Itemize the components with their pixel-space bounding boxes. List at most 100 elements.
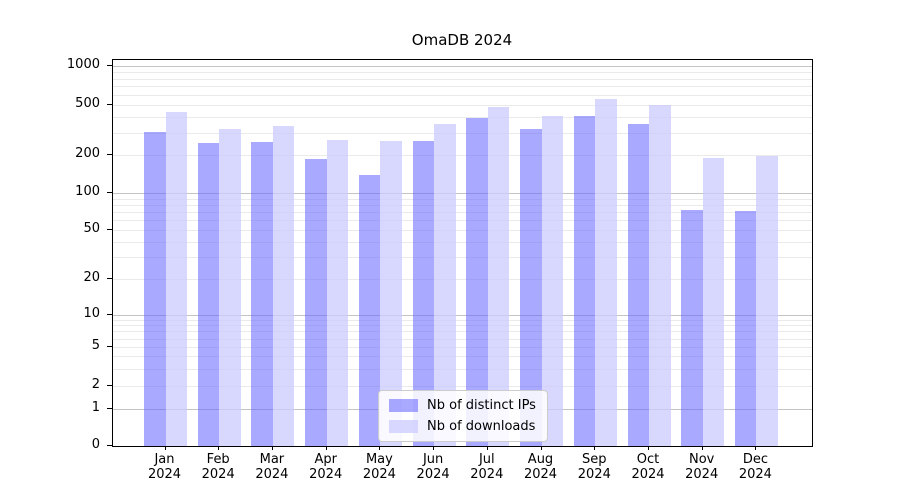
y-tick-label: 20 [83,269,100,285]
gridline-major [113,193,812,195]
bar-downloads-sep [595,99,617,446]
gridline-minor [113,117,812,119]
y-tick-mark [107,345,112,347]
bar-distinct-ips-jul [466,118,488,446]
gridline-minor [113,278,812,280]
bar-downloads-oct [649,104,671,446]
legend-item-distinct-ips: Nb of distinct IPs [389,398,536,413]
bar-distinct-ips-aug [520,128,542,446]
plot-area: Nb of distinct IPs Nb of downloads [112,59,813,447]
x-tick-mark [540,446,542,450]
legend-swatch-downloads [389,420,418,433]
bar-downloads-feb [219,129,241,446]
gridline-minor [113,78,812,80]
bar-distinct-ips-dec [734,211,757,446]
y-tick-label: 500 [75,96,100,112]
y-tick-mark [107,314,112,316]
x-tick-label-feb: Feb 2024 [201,452,235,482]
gridline-minor [113,338,812,340]
y-tick-mark [107,192,112,194]
gridline-minor [113,71,812,73]
y-tick-mark [107,64,112,66]
x-tick-mark [486,446,488,450]
legend: Nb of distinct IPs Nb of downloads [378,390,548,442]
y-tick-mark [107,408,112,410]
gridline-minor [113,105,812,107]
x-tick-mark [701,446,703,450]
x-tick-label-jan: Jan 2024 [147,452,182,482]
x-tick-mark [755,446,757,450]
gridline-major [113,315,812,317]
gridline-minor [113,86,812,87]
gridline-minor [113,94,812,96]
bar-downloads-may [380,140,402,446]
y-tick-mark [107,277,112,279]
x-tick-label-may: May 2024 [362,452,396,482]
x-tick-label-apr: Apr 2024 [309,452,343,482]
gridline-minor [113,132,812,134]
gridline-minor [113,229,812,231]
y-tick-label: 100 [75,184,100,200]
x-tick-label-mar: Mar 2024 [255,452,289,482]
y-tick-mark [107,104,112,106]
bar-downloads-jul [487,107,510,446]
bar-distinct-ips-jan [144,132,166,446]
gridline-minor [113,331,812,333]
bar-distinct-ips-apr [305,159,327,446]
gridline-minor [113,241,812,243]
x-tick-label-jun: Jun 2024 [416,452,450,482]
y-tick-label: 50 [83,220,100,236]
chart-title: OmaDB 2024 [411,31,513,49]
gridline-major [113,65,812,67]
legend-swatch-distinct-ips [389,399,418,412]
y-tick-label: 1000 [66,56,100,72]
gridline-minor [113,320,812,321]
y-tick-mark [107,228,112,230]
y-tick-mark [107,385,112,387]
bar-downloads-mar [272,126,295,446]
bar-distinct-ips-nov [681,210,703,446]
x-tick-mark [433,446,435,450]
x-tick-mark [164,446,166,450]
gridline-minor [113,211,812,213]
x-tick-mark [325,446,327,450]
gridline-minor [113,368,812,370]
x-tick-mark [379,446,381,450]
x-tick-label-dec: Dec 2024 [738,452,772,482]
y-tick-label: 2 [91,377,100,393]
legend-label-distinct-ips: Nb of distinct IPs [427,398,536,413]
x-tick-mark [218,446,220,450]
bar-distinct-ips-mar [251,141,273,446]
gridline-minor [113,204,812,206]
x-tick-label-oct: Oct 2024 [631,452,665,482]
bar-downloads-aug [541,116,563,446]
gridline-minor [113,356,812,358]
y-tick-label: 200 [75,146,100,161]
legend-label-downloads: Nb of downloads [427,419,536,434]
bar-downloads-nov [702,158,725,446]
legend-item-downloads: Nb of downloads [389,419,536,434]
y-tick-label: 1 [91,400,100,416]
gridline-minor [113,198,812,200]
x-tick-mark [271,446,273,450]
x-tick-mark [594,446,596,450]
y-tick-mark [107,154,112,155]
bar-distinct-ips-feb [197,143,220,446]
y-tick-label: 10 [83,306,100,322]
y-tick-label: 5 [91,337,100,353]
gridline-minor [113,155,812,156]
bar-distinct-ips-may [358,175,381,446]
bar-downloads-apr [326,139,349,446]
gridline-minor [113,325,812,327]
gridline-minor [113,219,812,221]
x-tick-label-nov: Nov 2024 [685,452,719,482]
gridline-minor [113,386,812,388]
bar-downloads-dec [756,155,778,446]
x-tick-mark [648,446,649,450]
bar-distinct-ips-oct [627,123,649,446]
bar-downloads-jan [165,112,187,446]
y-tick-label: 0 [91,437,100,452]
bar-distinct-ips-jun [412,140,435,446]
y-tick-mark [107,445,112,446]
